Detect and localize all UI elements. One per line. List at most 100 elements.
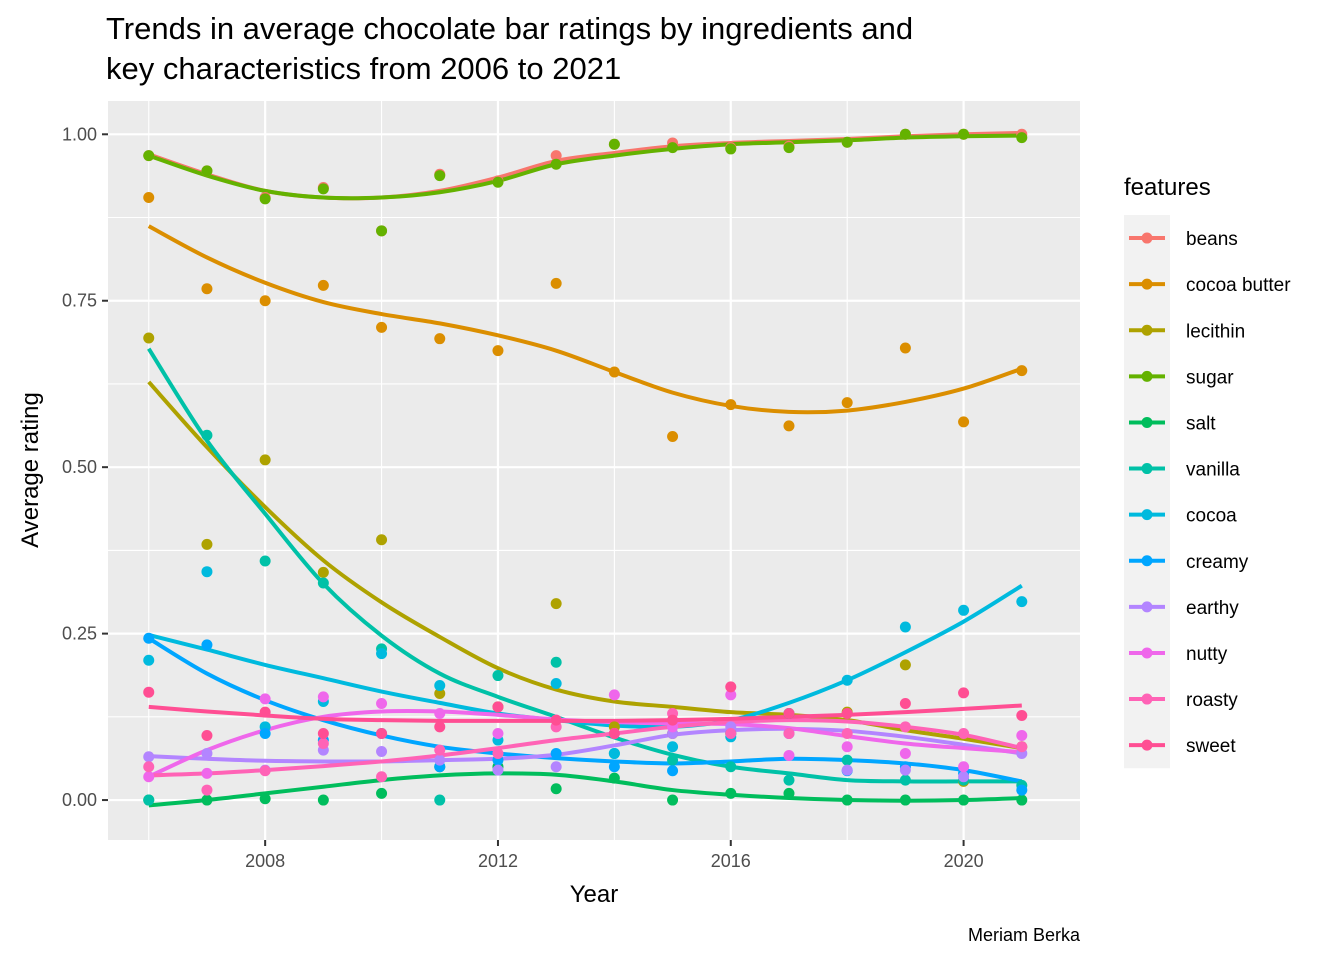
x-tick-label: 2020 xyxy=(944,851,984,871)
smooth-line-cocoa-butter xyxy=(147,224,1023,415)
point-cocoa-butter xyxy=(608,366,620,378)
point-lecithin xyxy=(899,659,911,671)
point-vanilla xyxy=(783,774,795,786)
legend-item-salt: salt xyxy=(1129,413,1216,434)
legend-key-point xyxy=(1141,555,1153,567)
point-earthy xyxy=(201,747,213,759)
point-lecithin xyxy=(550,598,562,610)
point-roasty xyxy=(259,765,271,777)
point-sweet xyxy=(958,687,970,699)
point-earthy xyxy=(492,764,504,776)
point-roasty xyxy=(725,727,737,739)
point-sugar xyxy=(958,128,970,140)
point-vanilla xyxy=(143,794,155,806)
point-sweet xyxy=(725,681,737,693)
point-nutty xyxy=(317,691,329,703)
y-tick-label: 0.00 xyxy=(62,790,97,810)
point-cocoa xyxy=(376,648,388,660)
point-roasty xyxy=(143,761,155,773)
point-roasty xyxy=(958,727,970,739)
point-sugar xyxy=(783,142,795,154)
legend-key-point xyxy=(1141,693,1153,705)
point-vanilla xyxy=(725,761,737,773)
point-roasty xyxy=(841,727,853,739)
y-tick-label: 0.75 xyxy=(62,291,97,311)
point-salt xyxy=(841,794,853,806)
point-nutty xyxy=(201,767,213,779)
point-salt xyxy=(899,794,911,806)
legend-key-point xyxy=(1141,601,1153,613)
chart-title: Trends in average chocolate bar ratings … xyxy=(106,11,913,86)
legend-label: nutty xyxy=(1186,644,1228,665)
point-lecithin xyxy=(143,332,155,344)
point-earthy xyxy=(434,754,446,766)
point-cocoa xyxy=(899,621,911,633)
point-nutty xyxy=(958,761,970,773)
point-vanilla xyxy=(259,555,271,567)
smooth-line-sugar xyxy=(148,133,1022,201)
legend-title: features xyxy=(1124,174,1211,201)
point-sugar xyxy=(608,138,620,150)
point-cocoa-butter xyxy=(783,420,795,432)
point-salt xyxy=(667,794,679,806)
legend-label: salt xyxy=(1186,413,1216,434)
point-sweet xyxy=(259,706,271,718)
legend-label: roasty xyxy=(1186,690,1238,711)
legend-item-vanilla: vanilla xyxy=(1129,460,1240,481)
point-creamy xyxy=(550,747,562,759)
legend-key-point xyxy=(1141,509,1153,521)
point-sugar xyxy=(434,170,446,182)
point-nutty xyxy=(434,708,446,720)
point-beans xyxy=(550,150,562,162)
point-salt xyxy=(259,793,271,805)
legend-item-cocoa: cocoa xyxy=(1129,506,1237,527)
point-roasty xyxy=(1016,741,1028,753)
point-roasty xyxy=(492,747,504,759)
point-cocoa-butter xyxy=(317,279,329,291)
point-nutty xyxy=(376,698,388,710)
y-tick-label: 0.25 xyxy=(62,624,97,644)
point-cocoa-butter xyxy=(434,333,446,345)
point-cocoa xyxy=(434,680,446,692)
point-sweet xyxy=(783,708,795,720)
point-cocoa xyxy=(667,741,679,753)
point-nutty xyxy=(143,771,155,783)
legend-label: sugar xyxy=(1186,367,1234,388)
y-tick-label: 0.50 xyxy=(62,457,97,477)
point-vanilla xyxy=(899,774,911,786)
legend-key-point xyxy=(1141,416,1153,428)
point-vanilla xyxy=(492,670,504,682)
point-cocoa xyxy=(1016,596,1028,608)
point-nutty xyxy=(899,747,911,759)
point-cocoa-butter xyxy=(376,321,388,333)
data-points xyxy=(143,128,1028,806)
y-axis: 0.00 0.25 0.50 0.75 1.00 xyxy=(62,124,108,810)
point-earthy xyxy=(899,764,911,776)
point-earthy xyxy=(143,751,155,763)
point-cocoa xyxy=(201,566,213,578)
point-earthy xyxy=(841,764,853,776)
point-salt xyxy=(1016,794,1028,806)
point-sugar xyxy=(201,165,213,177)
legend-label: creamy xyxy=(1186,552,1249,573)
point-sugar xyxy=(899,128,911,140)
point-roasty xyxy=(783,727,795,739)
point-salt xyxy=(725,787,737,799)
point-sweet xyxy=(899,698,911,710)
legend-label: beans xyxy=(1186,229,1238,250)
legend-label: cocoa butter xyxy=(1186,275,1291,296)
legend-item-sugar: sugar xyxy=(1129,367,1234,388)
point-cocoa xyxy=(608,747,620,759)
y-tick-label: 1.00 xyxy=(62,124,97,144)
point-cocoa-butter xyxy=(550,277,562,289)
point-cocoa-butter xyxy=(841,397,853,409)
chart-caption: Meriam Berka xyxy=(968,925,1081,945)
legend-key-point xyxy=(1141,370,1153,382)
legend-key-point xyxy=(1141,278,1153,290)
point-sweet xyxy=(608,727,620,739)
point-sugar xyxy=(1016,132,1028,144)
point-sugar xyxy=(259,193,271,205)
point-sugar xyxy=(667,142,679,154)
